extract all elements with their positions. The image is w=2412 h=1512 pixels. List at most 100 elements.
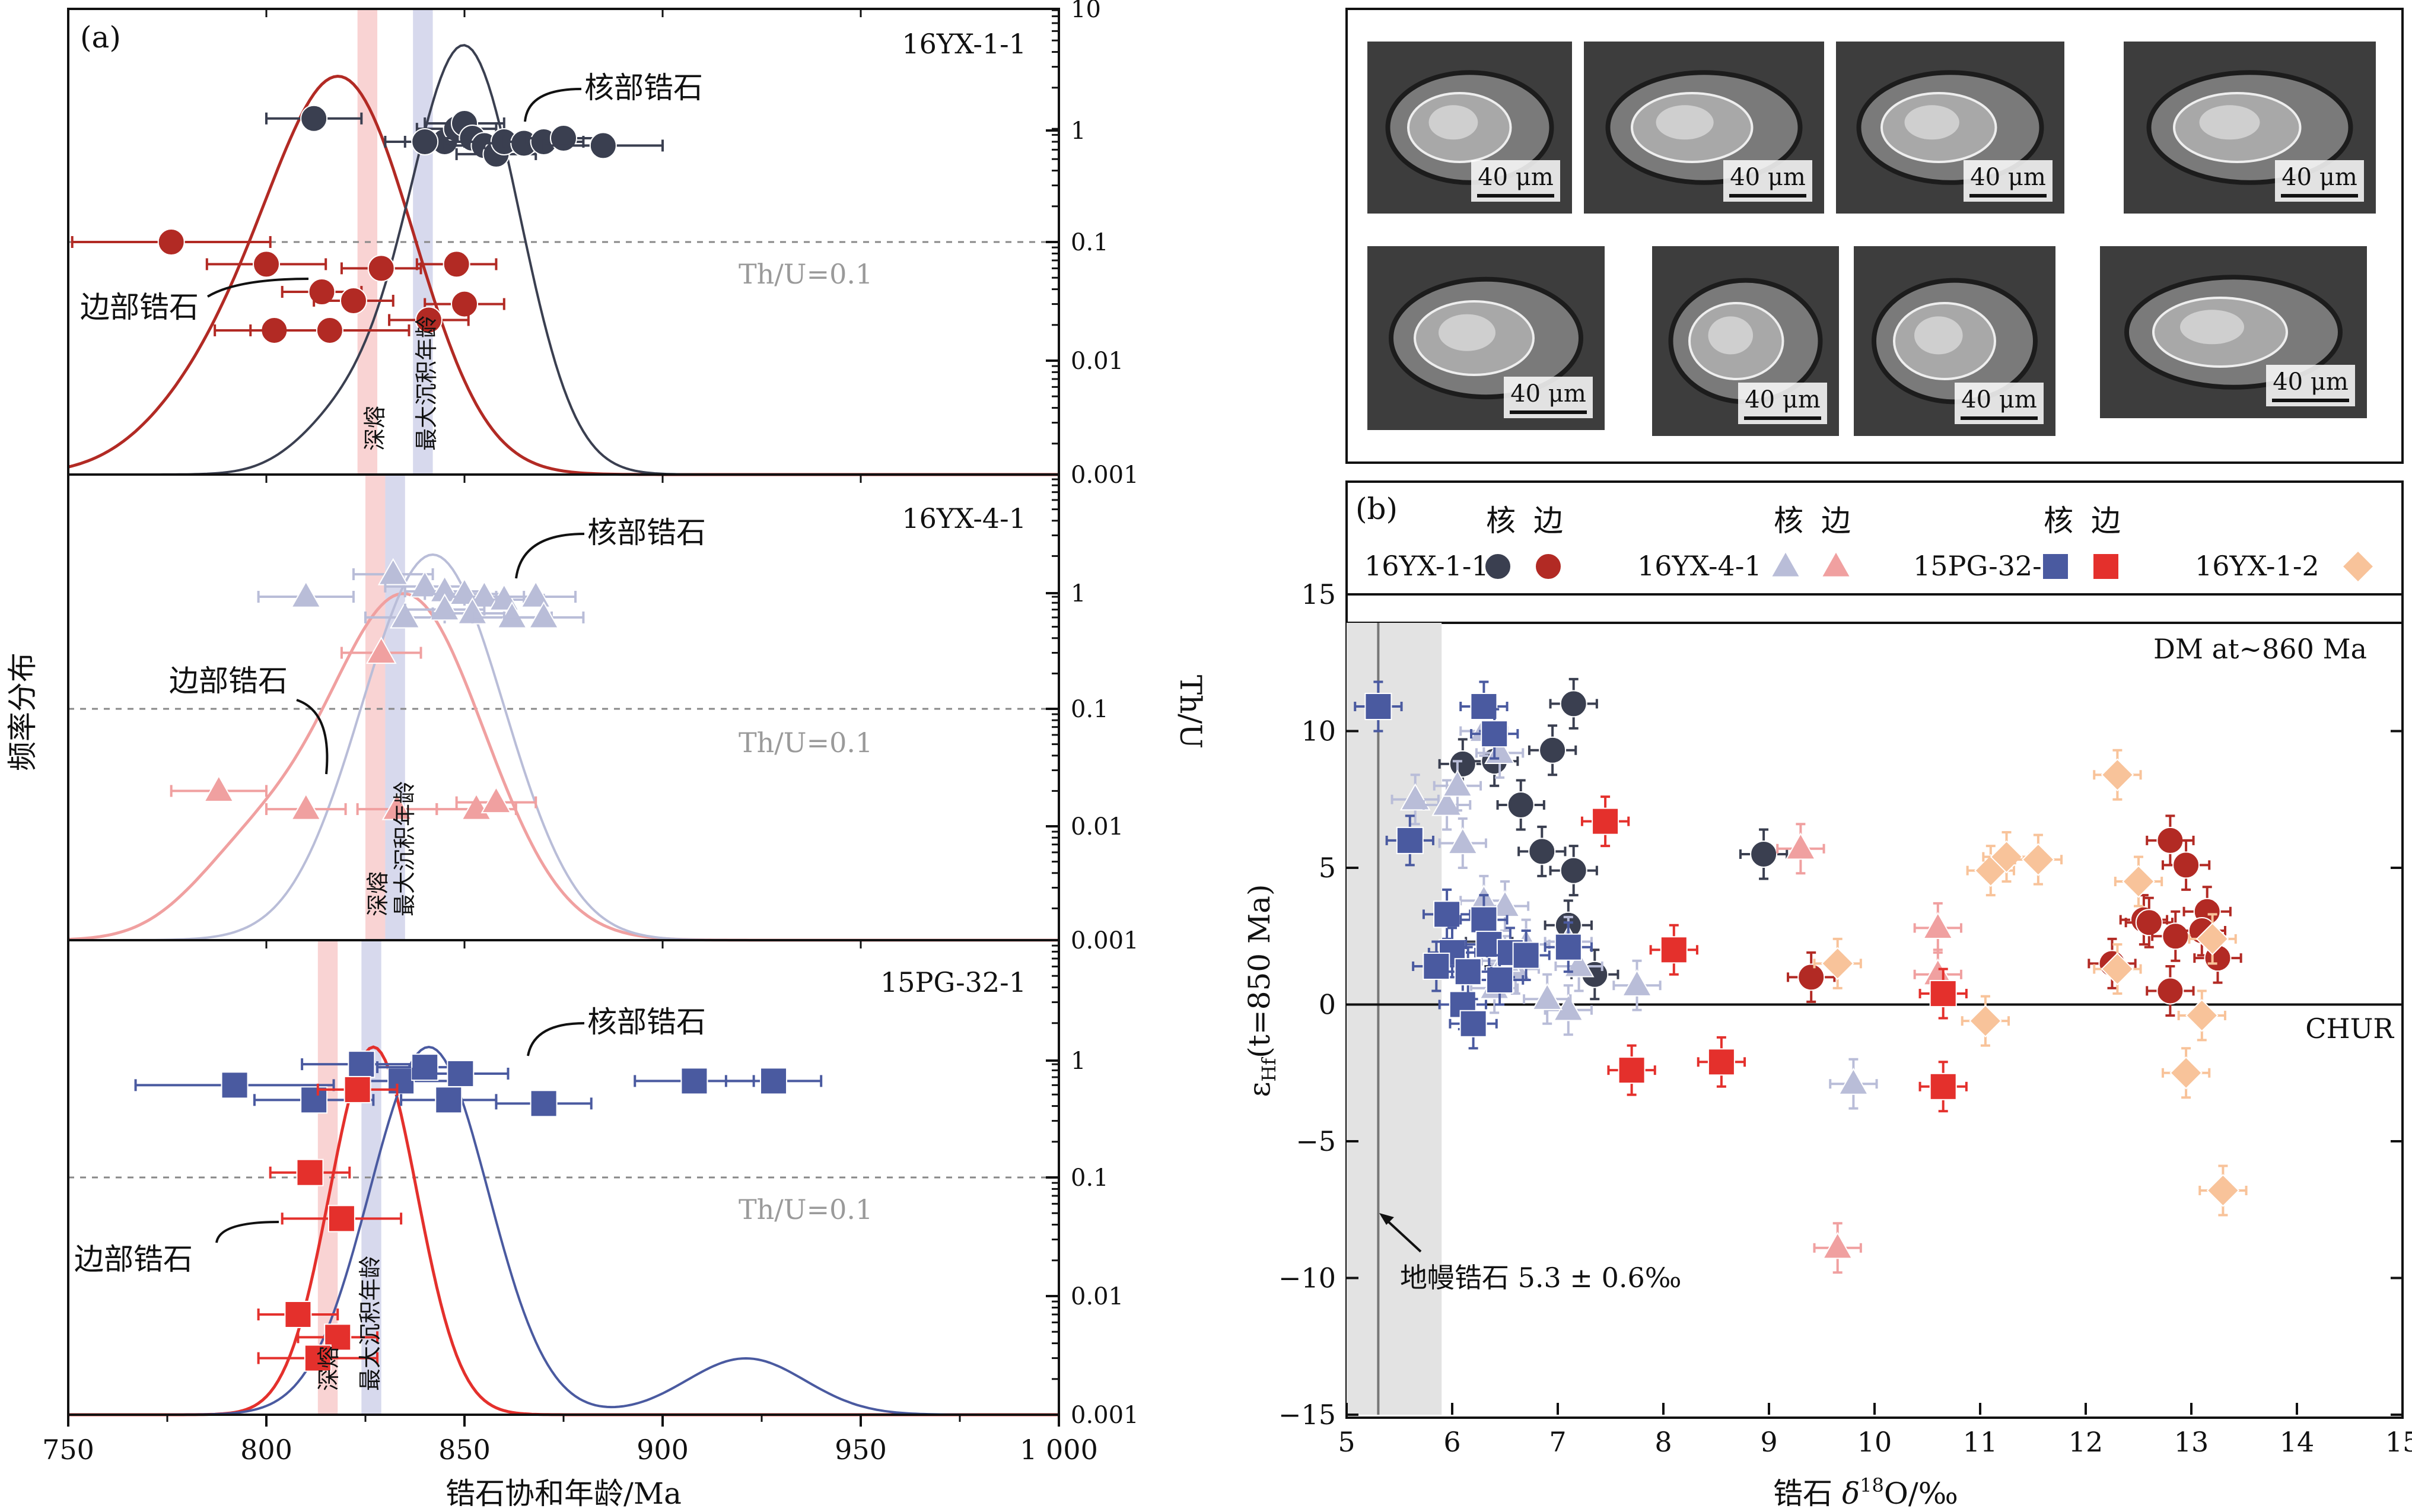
point-15PG-32-1 [1481, 720, 1509, 748]
panel-a-label: (a) [80, 20, 121, 55]
rim-point-1 [443, 250, 470, 278]
point-16YX-4-1 [1490, 890, 1520, 918]
x-tick-label-a: 1 000 [1020, 1434, 1098, 1466]
zircon-core-inner [1708, 316, 1754, 355]
zircon-core-inner [2180, 310, 2244, 345]
sample-label-2: 16YX-4-1 [902, 502, 1026, 534]
point-16YX-1-1 [1507, 791, 1535, 819]
mantle-zircon-band [1347, 623, 1442, 1415]
point-16YX-1-2 [1990, 840, 2023, 874]
point-16YX-4-1 [1442, 769, 1473, 797]
core-point-3 [680, 1067, 708, 1095]
core-label-2: 核部锆石 [587, 515, 706, 550]
rim-point-2 [290, 792, 322, 820]
zircon-core-inner [1904, 105, 1959, 140]
sample-label-3: 15PG-32-1 [880, 966, 1026, 998]
legend-label-3: 15PG-32-1 [1913, 550, 2059, 582]
point-16YX-1-2 [2122, 865, 2155, 898]
legend-core-header: 核 [1774, 504, 1803, 538]
y-axis-label-right: Th/U [1173, 675, 1208, 749]
x-tick-label-b: 9 [1760, 1426, 1777, 1458]
x-tick-label-b: 13 [2174, 1426, 2209, 1458]
zircon-core-inner [1439, 314, 1495, 351]
density-curve-core-3 [68, 1045, 1059, 1416]
point-16YX-4-1 [1447, 827, 1478, 855]
panel-a-frame [67, 8, 1060, 1416]
point-16YX-1-1-rim [2156, 826, 2184, 854]
point-16YX-4-1 [1621, 969, 1653, 997]
scale-label: 40 μm [1745, 386, 1821, 413]
core-point-2 [377, 558, 409, 585]
point-16YX-4-1 [1838, 1067, 1869, 1095]
core-point-1 [589, 132, 617, 160]
point-16YX-1-2 [2022, 843, 2055, 876]
x-tick-label-b: 15 [2385, 1426, 2412, 1458]
core-point-3 [447, 1059, 475, 1087]
x-tick-label-b: 11 [1963, 1426, 1998, 1458]
point-16YX-1-2 [2169, 1056, 2203, 1090]
rim-point-2 [481, 786, 512, 814]
core-point-2 [520, 580, 552, 608]
x-tick-label-b: 7 [1549, 1426, 1566, 1458]
band-max-2 [385, 475, 405, 940]
rim-point-3 [327, 1205, 355, 1233]
legend-marker-core [1770, 550, 1801, 578]
legend-marker-rim [1821, 550, 1851, 578]
x-tick-label-b: 12 [2069, 1426, 2104, 1458]
right-tick-label-2: 0.001 [1071, 927, 1139, 954]
y-tick-label-b: −10 [1278, 1262, 1336, 1294]
band-max-label-3: 最大沉积年龄 [357, 1256, 383, 1391]
zircon-core-inner [2199, 105, 2260, 140]
rim-point-1 [367, 254, 395, 282]
dm-label: DM at~860 Ma [2153, 633, 2367, 665]
right-tick-label-2: 0.1 [1071, 696, 1109, 723]
point-16YX-4-1-rim [1822, 1231, 1853, 1259]
point-16YX-4-1 [1532, 982, 1563, 1010]
y-tick-label-b: 0 [1319, 989, 1336, 1021]
thu-label-2: Th/U=0.1 [739, 727, 873, 759]
point-15PG-32-1-rim [1592, 807, 1619, 835]
right-tick-label-1: 0.001 [1071, 461, 1139, 489]
y-tick-label-b: 10 [1301, 715, 1336, 747]
point-16YX-1-1-rim [1797, 963, 1825, 991]
point-16YX-1-1-rim [2135, 909, 2163, 937]
point-15PG-32-1 [1470, 693, 1498, 721]
core-point-3 [411, 1053, 439, 1081]
core-point-1 [550, 124, 577, 152]
sample-label-1: 16YX-1-1 [902, 28, 1026, 60]
point-16YX-1-2 [2195, 922, 2229, 956]
point-15PG-32-1-rim [1660, 936, 1688, 964]
x-tick-label-a: 750 [42, 1434, 94, 1466]
x-tick-label-a: 950 [835, 1434, 887, 1466]
right-tick-label-3: 0.001 [1071, 1402, 1139, 1429]
legend-marker-rim [1535, 553, 1562, 580]
right-tick-label-2: 1 [1071, 580, 1086, 607]
point-16YX-1-2 [2101, 952, 2134, 986]
rim-label-1: 边部锆石 [80, 290, 199, 324]
point-15PG-32-1 [1486, 966, 1514, 994]
rim-label-2: 边部锆石 [169, 664, 288, 698]
point-16YX-1-1 [1539, 736, 1567, 764]
x-tick-label-b: 5 [1338, 1426, 1355, 1458]
point-15PG-32-1-rim [1707, 1048, 1735, 1076]
legend-rim-header: 边 [1821, 504, 1851, 538]
legend-label-2: 16YX-4-1 [1637, 550, 1762, 582]
scale-label: 40 μm [1730, 164, 1806, 191]
rim-point-2 [365, 636, 397, 664]
point-15PG-32-1 [1554, 933, 1582, 961]
point-16YX-1-1-rim [2162, 922, 2190, 950]
legend-marker-core [2042, 553, 2069, 580]
point-16YX-4-1-rim [1922, 912, 1953, 940]
legend-rim-header: 边 [1533, 504, 1563, 538]
point-15PG-32-1-rim [1929, 980, 1957, 1008]
x-tick-label-b: 6 [1443, 1426, 1460, 1458]
x-tick-label-a: 800 [240, 1434, 292, 1466]
panel-b-label: (b) [1355, 492, 1398, 526]
rim-point-1 [157, 228, 185, 256]
cl-images-panel: 40 μm 40 μm 40 μm 40 μm 40 μm 40 μm 40 μm 40 μm [1345, 8, 2404, 464]
scale-label: 40 μm [1970, 164, 2046, 191]
point-15PG-32-1 [1454, 958, 1482, 986]
point-16YX-1-1 [1528, 838, 1556, 865]
core-label-3: 核部锆石 [587, 1005, 706, 1039]
